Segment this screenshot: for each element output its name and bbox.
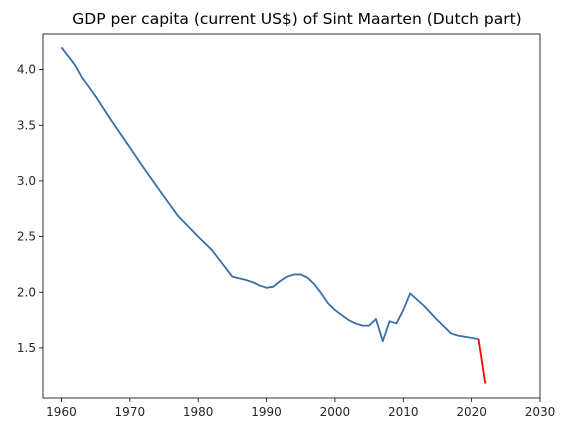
series-layer	[60, 46, 487, 384]
x-axis: 1960 1970 1980 1990 2000 2010 2020 2030	[46, 398, 555, 419]
y-tick-label: 1.5	[17, 341, 36, 355]
y-tick-label: 2.0	[17, 285, 36, 299]
x-tick-label: 1970	[115, 405, 146, 419]
y-tick-label: 4.0	[17, 63, 36, 77]
series-line-1	[60, 46, 479, 343]
plot-frame	[42, 33, 541, 399]
y-axis: 1.5 2.0 2.5 3.0 3.5 4.0	[17, 63, 43, 355]
x-tick-label: 1990	[251, 405, 282, 419]
x-tick-label: 2020	[456, 405, 487, 419]
y-tick-label: 3.5	[17, 118, 36, 132]
x-tick-label: 1960	[46, 405, 77, 419]
x-tick-label: 2030	[525, 405, 556, 419]
x-tick-label: 2010	[388, 405, 419, 419]
plot-area: 1960 1970 1980 1990 2000 2010 2020 2030 1.5 2.0 2…	[17, 33, 555, 419]
x-tick-label: 2000	[320, 405, 351, 419]
x-tick-label: 1980	[183, 405, 214, 419]
series-line-2	[477, 338, 487, 384]
chart-title: GDP per capita (current US$) of Sint Maa…	[72, 10, 521, 28]
y-tick-label: 3.0	[17, 174, 36, 188]
y-tick-label: 2.5	[17, 230, 36, 244]
